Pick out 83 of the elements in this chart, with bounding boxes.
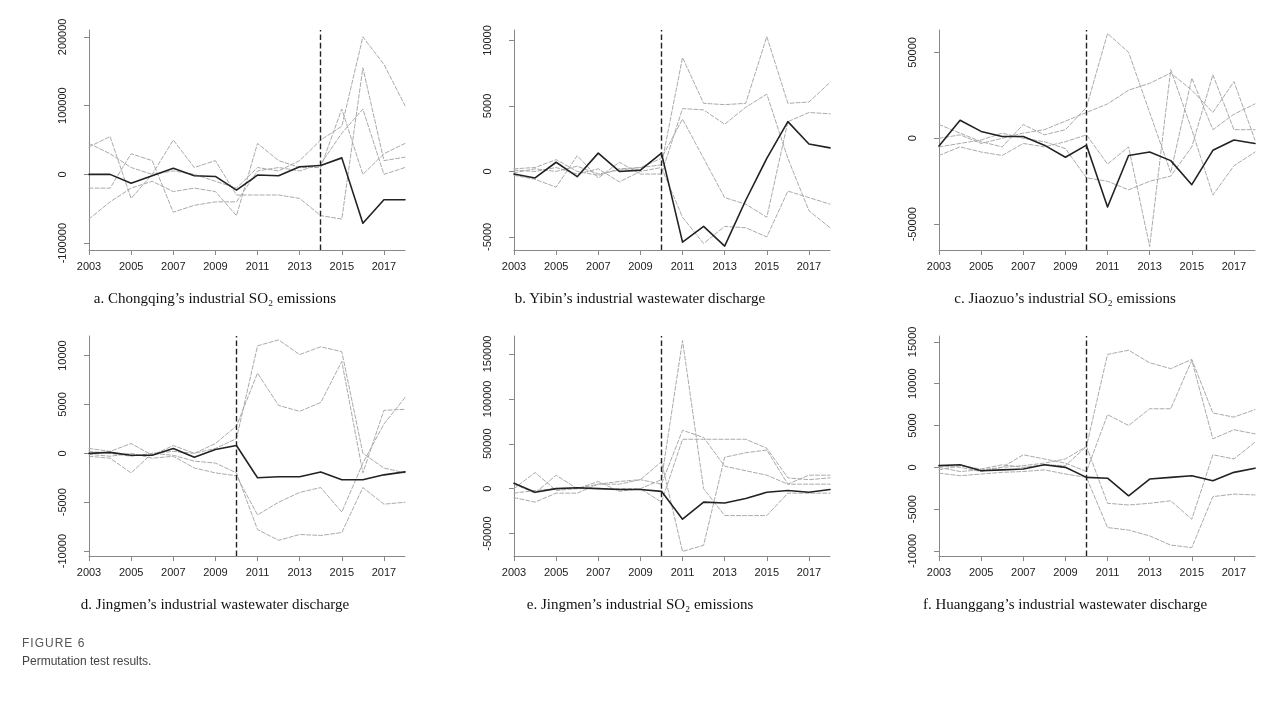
x-tick-label: 2015 (754, 565, 780, 578)
x-tick-label: 2011 (670, 565, 695, 578)
text: d. Jingmen’s industrial wastewater discharge (80, 595, 350, 612)
y-tick-label: 0 (480, 485, 493, 492)
y-tick-label: 0 (905, 464, 918, 471)
x-tick-label: 2011 (1095, 565, 1120, 578)
x-tick-label: 2009 (203, 565, 228, 578)
x-tick-label: 2003 (501, 259, 527, 272)
x-tick-label: 2017 (1221, 259, 1247, 272)
x-tick-label: 2007 (1011, 259, 1036, 272)
x-tick-label: 2011 (245, 565, 270, 578)
x-tick-label: 2005 (968, 565, 994, 578)
x-tick-label: 2009 (203, 259, 228, 272)
y-tick-label: 5000 (905, 413, 918, 438)
x-tick-label: 2013 (287, 565, 312, 578)
y-tick-label: -100000 (55, 222, 68, 264)
x-tick-label: 2017 (371, 259, 397, 272)
y-tick-label: 15000 (905, 326, 918, 358)
x-tick-label: 2007 (586, 565, 611, 578)
x-tick-label: 2007 (161, 259, 186, 272)
x-tick-label: 2015 (754, 259, 780, 272)
x-tick-label: 2017 (796, 565, 822, 578)
y-tick-label: 10000 (480, 25, 493, 56)
text: Permutation test results. (22, 654, 152, 668)
text: c. Jiaozuo’s industrial SO₂ emissions (954, 289, 1176, 306)
x-tick-label: 2003 (926, 565, 952, 578)
x-tick-label: 2013 (712, 565, 737, 578)
x-tick-label: 2005 (543, 259, 569, 272)
caption: FIGURE 6 (22, 636, 87, 650)
y-tick-label: 0 (905, 135, 918, 142)
y-tick-label: -50000 (905, 207, 918, 242)
text: b. Yibin’s industrial wastewater discharge (514, 289, 766, 306)
y-tick-label: 10000 (905, 368, 918, 399)
x-tick-label: 2007 (161, 565, 186, 578)
y-tick-label: -10000 (55, 533, 68, 569)
x-tick-label: 2005 (968, 259, 994, 272)
y-tick-label: 100000 (480, 380, 493, 418)
x-tick-label: 2007 (1011, 565, 1036, 578)
x-tick-label: 2009 (628, 259, 653, 272)
y-tick-label: -10000 (905, 533, 918, 569)
y-tick-label: 150000 (480, 335, 493, 373)
x-tick-label: 2017 (1221, 565, 1247, 578)
y-tick-label: 200000 (55, 18, 68, 56)
x-tick-label: 2005 (118, 259, 144, 272)
x-tick-label: 2011 (245, 259, 270, 272)
y-tick-label: 5000 (55, 392, 68, 417)
x-tick-label: 2013 (1137, 259, 1162, 272)
x-tick-label: 2009 (1053, 565, 1078, 578)
x-tick-label: 2005 (543, 565, 569, 578)
x-tick-label: 2007 (586, 259, 611, 272)
x-tick-label: 2003 (76, 565, 102, 578)
text: a. Chongqing’s industrial SO₂ emissions (93, 289, 337, 306)
x-tick-label: 2005 (118, 565, 144, 578)
y-tick-label: 0 (480, 168, 493, 175)
x-tick-label: 2011 (1095, 259, 1120, 272)
x-tick-label: 2017 (371, 565, 397, 578)
y-tick-label: 100000 (55, 87, 68, 124)
text: e. Jingmen’s industrial SO₂ emissions (526, 595, 754, 612)
x-tick-label: 2015 (1179, 565, 1205, 578)
y-tick-label: -5000 (55, 488, 68, 517)
x-tick-label: 2011 (670, 259, 695, 272)
y-tick-label: -5000 (480, 222, 493, 251)
y-tick-label: -50000 (480, 516, 493, 551)
x-tick-label: 2017 (796, 259, 822, 272)
x-tick-label: 2015 (329, 565, 355, 578)
y-tick-label: 0 (55, 171, 68, 178)
x-tick-label: 2015 (1179, 259, 1205, 272)
x-tick-label: 2015 (329, 259, 355, 272)
y-tick-label: -5000 (905, 495, 918, 524)
y-tick-label: 10000 (55, 340, 68, 371)
text: f. Huanggang’s industrial wastewater discharge (922, 595, 1208, 612)
y-tick-label: 5000 (480, 93, 493, 119)
y-tick-label: 50000 (480, 428, 493, 460)
y-tick-label: 0 (55, 450, 68, 457)
x-tick-label: 2013 (287, 259, 312, 272)
x-tick-label: 2003 (501, 565, 527, 578)
y-tick-label: 50000 (905, 37, 918, 68)
x-tick-label: 2003 (926, 259, 952, 272)
x-tick-label: 2013 (712, 259, 737, 272)
x-tick-label: 2013 (1137, 565, 1162, 578)
x-tick-label: 2003 (76, 259, 102, 272)
x-tick-label: 2009 (1053, 259, 1078, 272)
x-tick-label: 2009 (628, 565, 653, 578)
